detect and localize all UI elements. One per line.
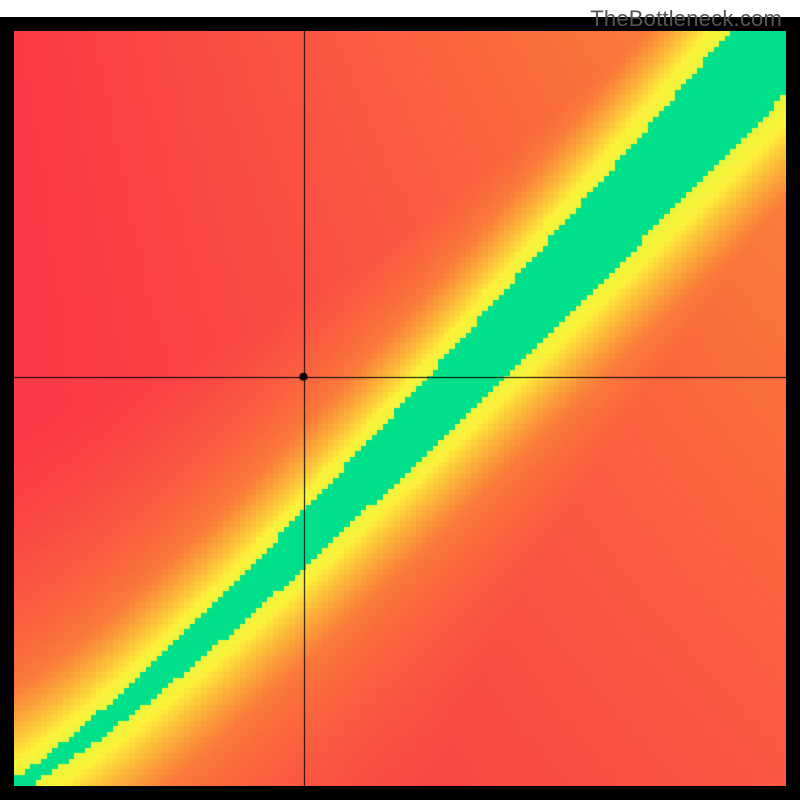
watermark-text: TheBottleneck.com — [590, 6, 782, 32]
frame-left — [0, 17, 14, 800]
frame-bottom — [0, 786, 800, 800]
chart-container: TheBottleneck.com — [0, 0, 800, 800]
frame-right — [786, 17, 800, 800]
heatmap-canvas — [14, 31, 786, 786]
